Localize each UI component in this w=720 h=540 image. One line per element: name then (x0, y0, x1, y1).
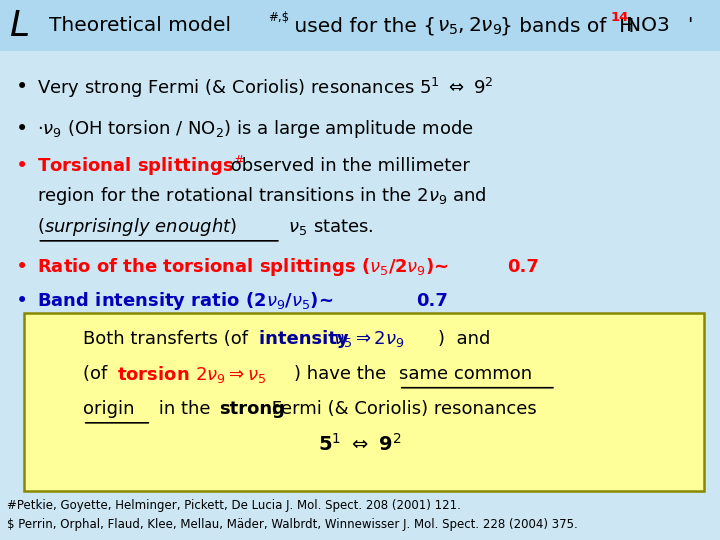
Text: NO3: NO3 (626, 16, 670, 36)
Text: #,$: #,$ (268, 11, 289, 24)
Text: region for the rotational transitions in the 2$\nu_9$ and: region for the rotational transitions in… (37, 185, 487, 207)
Text: $\cdot\nu_9$ (OH torsion / NO$_2$) is a large amplitude mode: $\cdot\nu_9$ (OH torsion / NO$_2$) is a … (37, 118, 474, 139)
Text: )  and: ) and (438, 330, 490, 348)
Text: $\nu_5,2\nu_9$: $\nu_5,2\nu_9$ (437, 15, 502, 37)
Text: observed in the millimeter: observed in the millimeter (225, 157, 469, 175)
Text: 14: 14 (611, 11, 629, 24)
Text: same common: same common (399, 365, 532, 383)
Text: 0.7: 0.7 (507, 258, 539, 276)
Text: 0.7: 0.7 (416, 292, 448, 310)
Text: used for the {: used for the { (288, 16, 436, 36)
Text: ) have the: ) have the (294, 365, 392, 383)
Text: ': ' (688, 16, 693, 36)
FancyBboxPatch shape (24, 313, 704, 491)
Text: Band intensity ratio (2$\nu_9$/$\nu_5$)~: Band intensity ratio (2$\nu_9$/$\nu_5$)~ (37, 290, 333, 312)
Text: •: • (16, 291, 28, 311)
Text: Very strong Fermi (& Coriolis) resonances 5$^1$ $\Leftrightarrow$ 9$^2$: Very strong Fermi (& Coriolis) resonance… (37, 76, 494, 99)
Text: •: • (16, 77, 28, 98)
Text: in the: in the (153, 400, 217, 418)
Text: Ratio of the torsional splittings ($\nu_5$/2$\nu_9$)~: Ratio of the torsional splittings ($\nu_… (37, 256, 451, 278)
Text: } bands of  H: } bands of H (500, 16, 635, 36)
Text: •: • (16, 156, 28, 176)
Text: torsion $2\nu_9 \Rightarrow \nu_5$: torsion $2\nu_9 \Rightarrow \nu_5$ (117, 364, 266, 384)
Text: (of: (of (83, 365, 113, 383)
Text: #Petkie, Goyette, Helminger, Pickett, De Lucia J. Mol. Spect. 208 (2001) 121.: #Petkie, Goyette, Helminger, Pickett, De… (7, 500, 461, 512)
Text: •: • (16, 118, 28, 139)
Text: ($\it{surprisingly\ enought}$): ($\it{surprisingly\ enought}$) (37, 216, 238, 238)
Text: •: • (16, 257, 28, 278)
Text: strong: strong (219, 400, 284, 418)
Text: $\it{L}$: $\it{L}$ (9, 9, 29, 43)
Text: Torsional splittings$^\#$: Torsional splittings$^\#$ (37, 154, 245, 178)
Text: intensity: intensity (259, 330, 355, 348)
Text: $ Perrin, Orphal, Flaud, Klee, Mellau, Mäder, Walbrdt, Winnewisser J. Mol. Spect: $ Perrin, Orphal, Flaud, Klee, Mellau, M… (7, 518, 578, 531)
Text: Both transferts (of: Both transferts (of (83, 330, 253, 348)
Text: origin: origin (83, 400, 135, 418)
Text: $\nu_5$ states.: $\nu_5$ states. (283, 217, 374, 237)
FancyBboxPatch shape (0, 0, 720, 51)
Text: Theoretical model: Theoretical model (49, 16, 231, 36)
Text: 5$^1$ $\Leftrightarrow$ 9$^2$: 5$^1$ $\Leftrightarrow$ 9$^2$ (318, 433, 402, 455)
Text: $\nu_5 \Rightarrow 2\nu_9$: $\nu_5 \Rightarrow 2\nu_9$ (333, 329, 404, 349)
Text: Fermi (& Coriolis) resonances: Fermi (& Coriolis) resonances (266, 400, 537, 418)
